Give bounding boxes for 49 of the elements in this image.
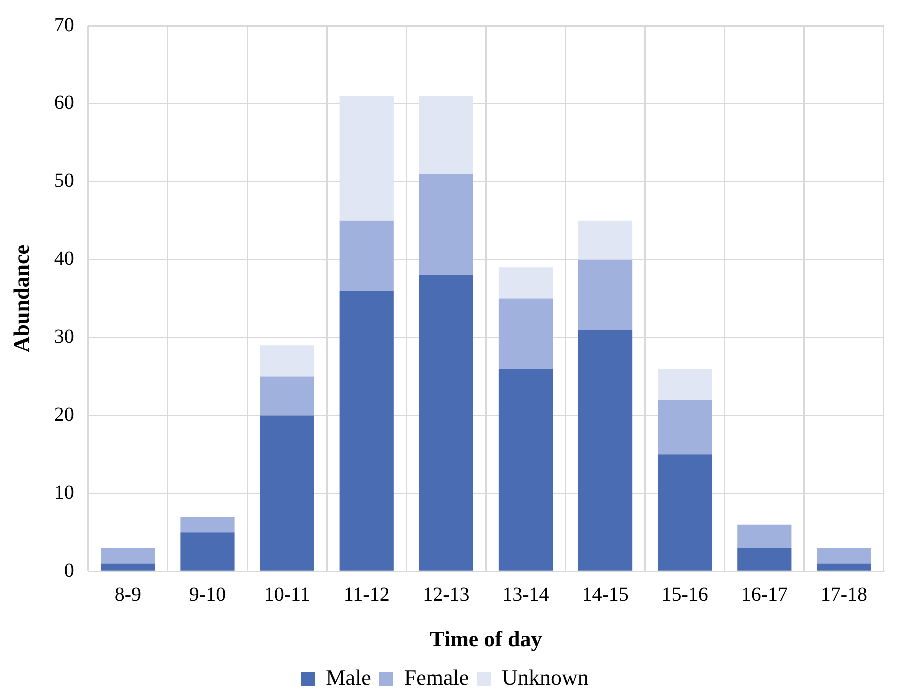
y-tick-label: 30 (54, 326, 74, 348)
x-tick-label: 14-15 (582, 584, 629, 606)
x-tick-label: 16-17 (741, 584, 788, 606)
bar (180, 532, 235, 571)
legend-label: Female (404, 664, 470, 690)
bar (260, 346, 314, 377)
y-axis-title: Abundance (8, 244, 34, 353)
bar (340, 291, 394, 571)
y-tick-label: 40 (54, 248, 74, 270)
x-axis-title: Time of day (430, 626, 542, 652)
bar (658, 454, 712, 571)
bar (578, 330, 633, 571)
y-tick-label: 50 (54, 170, 74, 192)
y-tick-label: 10 (54, 482, 74, 504)
bar (658, 400, 712, 455)
bar (419, 275, 474, 571)
x-tick-label: 12-13 (423, 584, 470, 606)
x-tick-label: 13-14 (502, 584, 550, 606)
bar (340, 220, 394, 292)
bar (658, 368, 712, 400)
x-tick-label: 9-10 (189, 584, 226, 606)
bar (578, 220, 633, 260)
bar (498, 298, 554, 369)
bar (498, 368, 554, 571)
bar (340, 96, 394, 221)
legend-label: Unknown (502, 664, 589, 690)
x-tick-label: 17-18 (820, 584, 868, 606)
bar (180, 517, 235, 533)
bar (101, 548, 156, 564)
legend-label: Male (326, 664, 372, 690)
x-tick-label: 8-9 (114, 584, 142, 606)
x-tick-label: 11-12 (344, 584, 390, 606)
bar (260, 416, 314, 571)
bar (738, 524, 792, 548)
y-tick-label: 70 (54, 14, 74, 36)
bar (419, 174, 474, 276)
bar (817, 564, 872, 571)
bar (101, 564, 156, 571)
x-tick-label: 10-11 (264, 584, 310, 606)
x-tick-label: 15-16 (662, 584, 708, 606)
bar (498, 268, 554, 299)
y-tick-label: 0 (64, 560, 74, 582)
y-tick-label: 20 (54, 404, 74, 426)
bar (419, 96, 474, 174)
bar (738, 548, 792, 571)
bar (260, 376, 314, 416)
bar (578, 260, 633, 330)
bar (817, 548, 872, 564)
y-tick-label: 60 (54, 92, 74, 114)
